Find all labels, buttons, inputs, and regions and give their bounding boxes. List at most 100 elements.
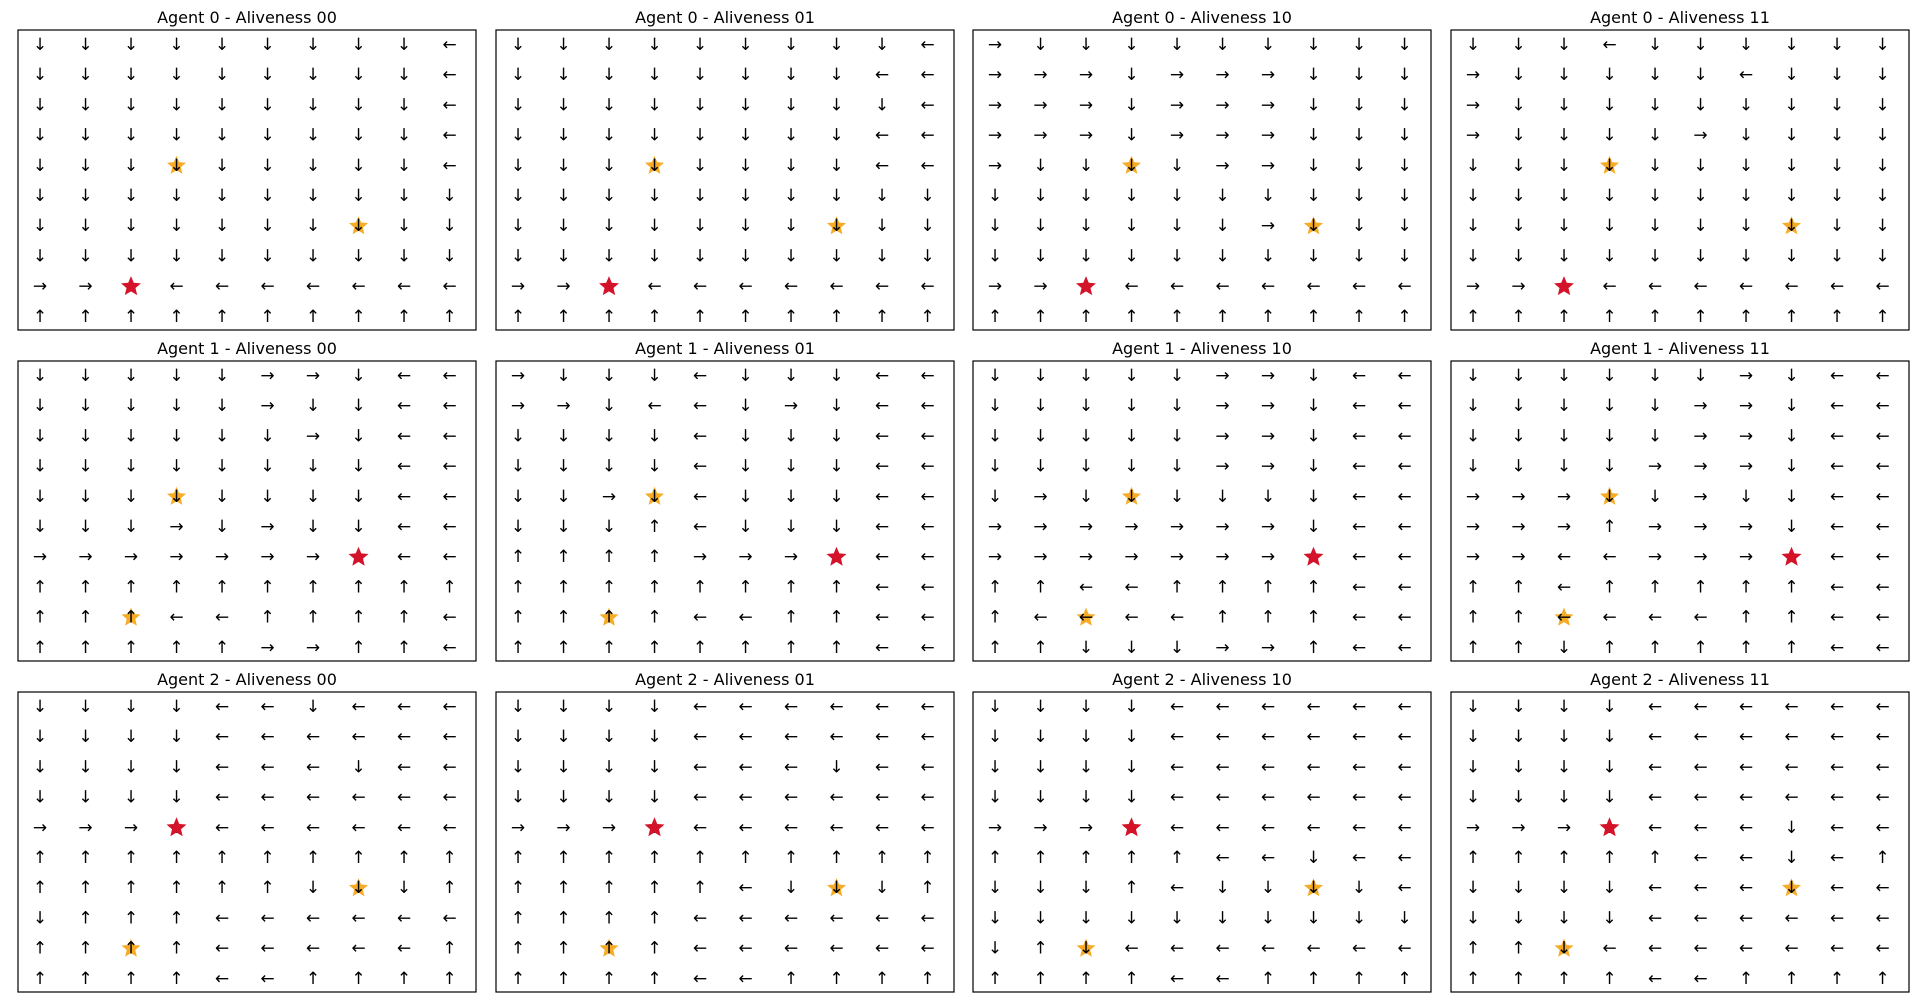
policy-arrow: ← <box>920 366 934 386</box>
policy-arrow: ↓ <box>1511 908 1525 928</box>
policy-arrow: ↓ <box>1739 35 1753 55</box>
policy-arrow: ↑ <box>1648 307 1662 327</box>
policy-arrow: → <box>260 638 274 658</box>
policy-arrow: → <box>1557 487 1571 507</box>
policy-arrow: ← <box>693 277 707 297</box>
policy-arrow: ↑ <box>351 848 365 868</box>
policy-arrow: → <box>260 517 274 537</box>
policy-arrow: ↓ <box>1648 186 1662 206</box>
policy-arrow: ↓ <box>738 95 752 115</box>
policy-arrow: ← <box>1306 818 1320 838</box>
policy-arrow: ↓ <box>351 246 365 266</box>
policy-arrow: ← <box>1352 697 1366 717</box>
policy-arrow: ← <box>1830 939 1844 959</box>
policy-arrow: ↓ <box>1784 35 1798 55</box>
policy-arrow: ← <box>215 939 229 959</box>
agent-goal-star <box>1599 817 1620 837</box>
policy-arrow: ↓ <box>260 426 274 446</box>
policy-arrow: → <box>511 366 525 386</box>
policy-arrow: ↑ <box>397 969 411 989</box>
policy-arrow: ↑ <box>1466 969 1480 989</box>
policy-arrow: ← <box>829 908 843 928</box>
policy-arrow: ↓ <box>397 878 411 898</box>
policy-arrow: ↑ <box>693 848 707 868</box>
policy-arrow: ↓ <box>33 517 47 537</box>
policy-arrow: ← <box>1397 818 1411 838</box>
policy-panel: Agent 0 - Aliveness 10 → ↓ ↓ ↓ ↓ ↓ ↓ ↓ ↓ ↓ → → → ↓ → → → ↓… <box>972 8 1432 331</box>
policy-arrow: ← <box>442 697 456 717</box>
policy-arrow: → <box>1079 547 1093 567</box>
policy-arrow: ↑ <box>124 848 138 868</box>
policy-arrow: → <box>1170 517 1184 537</box>
policy-arrow: ← <box>1124 939 1138 959</box>
panel-title: Agent 1 - Aliveness 10 <box>1112 339 1292 358</box>
policy-arrow: ↑ <box>1466 307 1480 327</box>
policy-arrow: ↑ <box>1557 969 1571 989</box>
policy-arrow: ↓ <box>602 788 616 808</box>
policy-arrow: ← <box>306 788 320 808</box>
policy-arrow: ↓ <box>829 396 843 416</box>
policy-arrow: ↓ <box>1830 35 1844 55</box>
policy-arrow: ↓ <box>442 186 456 206</box>
policy-arrow: ↓ <box>442 246 456 266</box>
panel-title: Agent 0 - Aliveness 10 <box>1112 8 1292 27</box>
policy-arrow: ↓ <box>784 487 798 507</box>
policy-arrow: ↓ <box>511 186 525 206</box>
policy-arrow: ← <box>397 908 411 928</box>
policy-arrow: ← <box>1739 908 1753 928</box>
policy-arrow: ↓ <box>1170 426 1184 446</box>
policy-arrow: ↓ <box>33 727 47 747</box>
policy-arrow: ↓ <box>1784 156 1798 176</box>
policy-arrow: → <box>1511 277 1525 297</box>
policy-arrow: ↓ <box>1693 156 1707 176</box>
policy-arrow: ↓ <box>215 487 229 507</box>
policy-arrow: ↑ <box>988 969 1002 989</box>
policy-arrow: ↓ <box>1648 95 1662 115</box>
policy-arrow: ↑ <box>1124 969 1138 989</box>
policy-arrow: ← <box>1352 727 1366 747</box>
policy-arrow: ↓ <box>397 35 411 55</box>
policy-arrow: ↓ <box>1511 126 1525 146</box>
policy-arrow: ↓ <box>1511 788 1525 808</box>
policy-arrow: ↓ <box>1602 697 1616 717</box>
policy-arrow: ↓ <box>1079 366 1093 386</box>
policy-arrow: ↑ <box>33 577 47 597</box>
policy-arrow: ↓ <box>829 186 843 206</box>
policy-arrow: ← <box>306 757 320 777</box>
policy-arrow: ↑ <box>260 608 274 628</box>
policy-arrow: ↑ <box>397 577 411 597</box>
policy-arrow: ← <box>1693 757 1707 777</box>
policy-arrow: ↓ <box>1466 216 1480 236</box>
policy-arrow: ↓ <box>1648 487 1662 507</box>
policy-arrow: ↓ <box>875 35 889 55</box>
policy-arrow: ↓ <box>1124 908 1138 928</box>
policy-arrow: ↓ <box>1875 126 1889 146</box>
policy-arrow: ↓ <box>1557 216 1571 236</box>
policy-arrow: ↓ <box>1170 396 1184 416</box>
policy-arrow: → <box>1033 126 1047 146</box>
policy-arrow: → <box>1215 638 1229 658</box>
policy-arrow: ↓ <box>1511 396 1525 416</box>
policy-arrow: ↓ <box>1830 216 1844 236</box>
policy-arrow: ↓ <box>1352 908 1366 928</box>
policy-arrow: ← <box>920 608 934 628</box>
policy-arrow: ↓ <box>920 216 934 236</box>
policy-arrow: → <box>215 547 229 567</box>
policy-arrow: ← <box>1557 608 1571 628</box>
policy-arrow: ↑ <box>78 848 92 868</box>
other-agent-star <box>166 155 187 174</box>
policy-arrow: ↓ <box>1306 216 1320 236</box>
policy-arrow: ↑ <box>306 608 320 628</box>
policy-arrow: ↓ <box>1511 65 1525 85</box>
policy-arrow: ← <box>1261 277 1275 297</box>
policy-arrow: → <box>1215 396 1229 416</box>
policy-arrow: ← <box>738 697 752 717</box>
policy-arrow: ↑ <box>1033 939 1047 959</box>
policy-arrow: → <box>556 818 570 838</box>
policy-arrow: ↓ <box>556 517 570 537</box>
policy-arrow: ← <box>875 487 889 507</box>
policy-arrow: → <box>988 95 1002 115</box>
policy-arrow: ← <box>829 277 843 297</box>
policy-arrow: ↓ <box>738 35 752 55</box>
policy-arrow: ↓ <box>351 878 365 898</box>
